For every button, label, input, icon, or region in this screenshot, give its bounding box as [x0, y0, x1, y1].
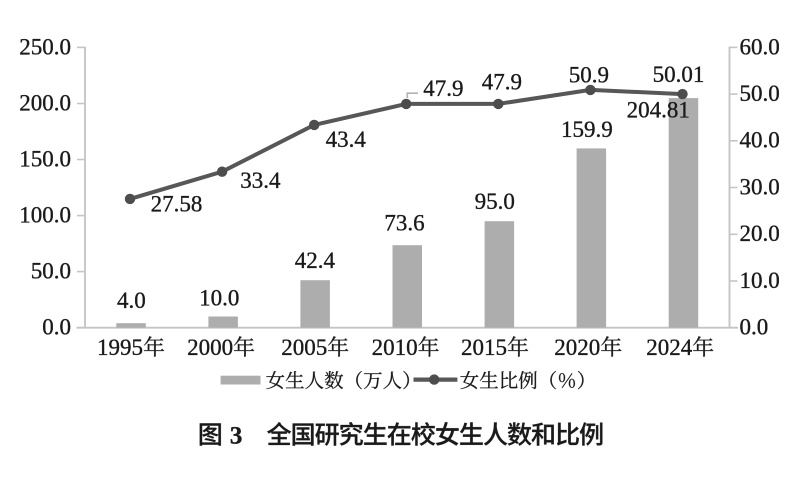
svg-text:0.0: 0.0 [740, 315, 769, 340]
svg-text:50.01: 50.01 [653, 62, 705, 87]
svg-text:95.0: 95.0 [475, 189, 515, 214]
svg-text:3: 3 [230, 423, 243, 450]
svg-text:250.0: 250.0 [19, 34, 71, 59]
svg-text:2005: 2005 [281, 335, 327, 360]
svg-text:42.4: 42.4 [295, 248, 336, 273]
svg-text:2010: 2010 [372, 335, 418, 360]
svg-text:50.0: 50.0 [740, 81, 780, 106]
svg-text:2000: 2000 [187, 335, 233, 360]
svg-text:47.9: 47.9 [423, 76, 463, 101]
svg-text:40.0: 40.0 [740, 128, 780, 153]
svg-text:27.58: 27.58 [151, 192, 203, 217]
svg-text:0.0: 0.0 [42, 315, 71, 340]
svg-text:159.9: 159.9 [561, 117, 613, 142]
svg-text:204.81: 204.81 [627, 98, 690, 123]
svg-text:150.0: 150.0 [19, 146, 71, 171]
svg-text:43.4: 43.4 [326, 127, 367, 152]
svg-text:100.0: 100.0 [19, 203, 71, 228]
svg-text:10.0: 10.0 [199, 285, 239, 310]
svg-text:10.0: 10.0 [740, 268, 780, 293]
svg-text:73.6: 73.6 [384, 211, 424, 236]
svg-text:20.0: 20.0 [740, 221, 780, 246]
svg-text:30.0: 30.0 [740, 174, 780, 199]
svg-text:4.0: 4.0 [117, 288, 146, 313]
svg-text:2015: 2015 [461, 335, 507, 360]
svg-text:50.9: 50.9 [569, 62, 609, 87]
svg-text:50.0: 50.0 [31, 259, 71, 284]
svg-text:33.4: 33.4 [240, 168, 281, 193]
svg-text:47.9: 47.9 [482, 70, 522, 95]
svg-text:2020: 2020 [554, 335, 600, 360]
svg-text:200.0: 200.0 [19, 90, 71, 115]
svg-text:1995: 1995 [97, 335, 143, 360]
svg-text:60.0: 60.0 [740, 34, 780, 59]
svg-text:2024: 2024 [646, 335, 693, 360]
